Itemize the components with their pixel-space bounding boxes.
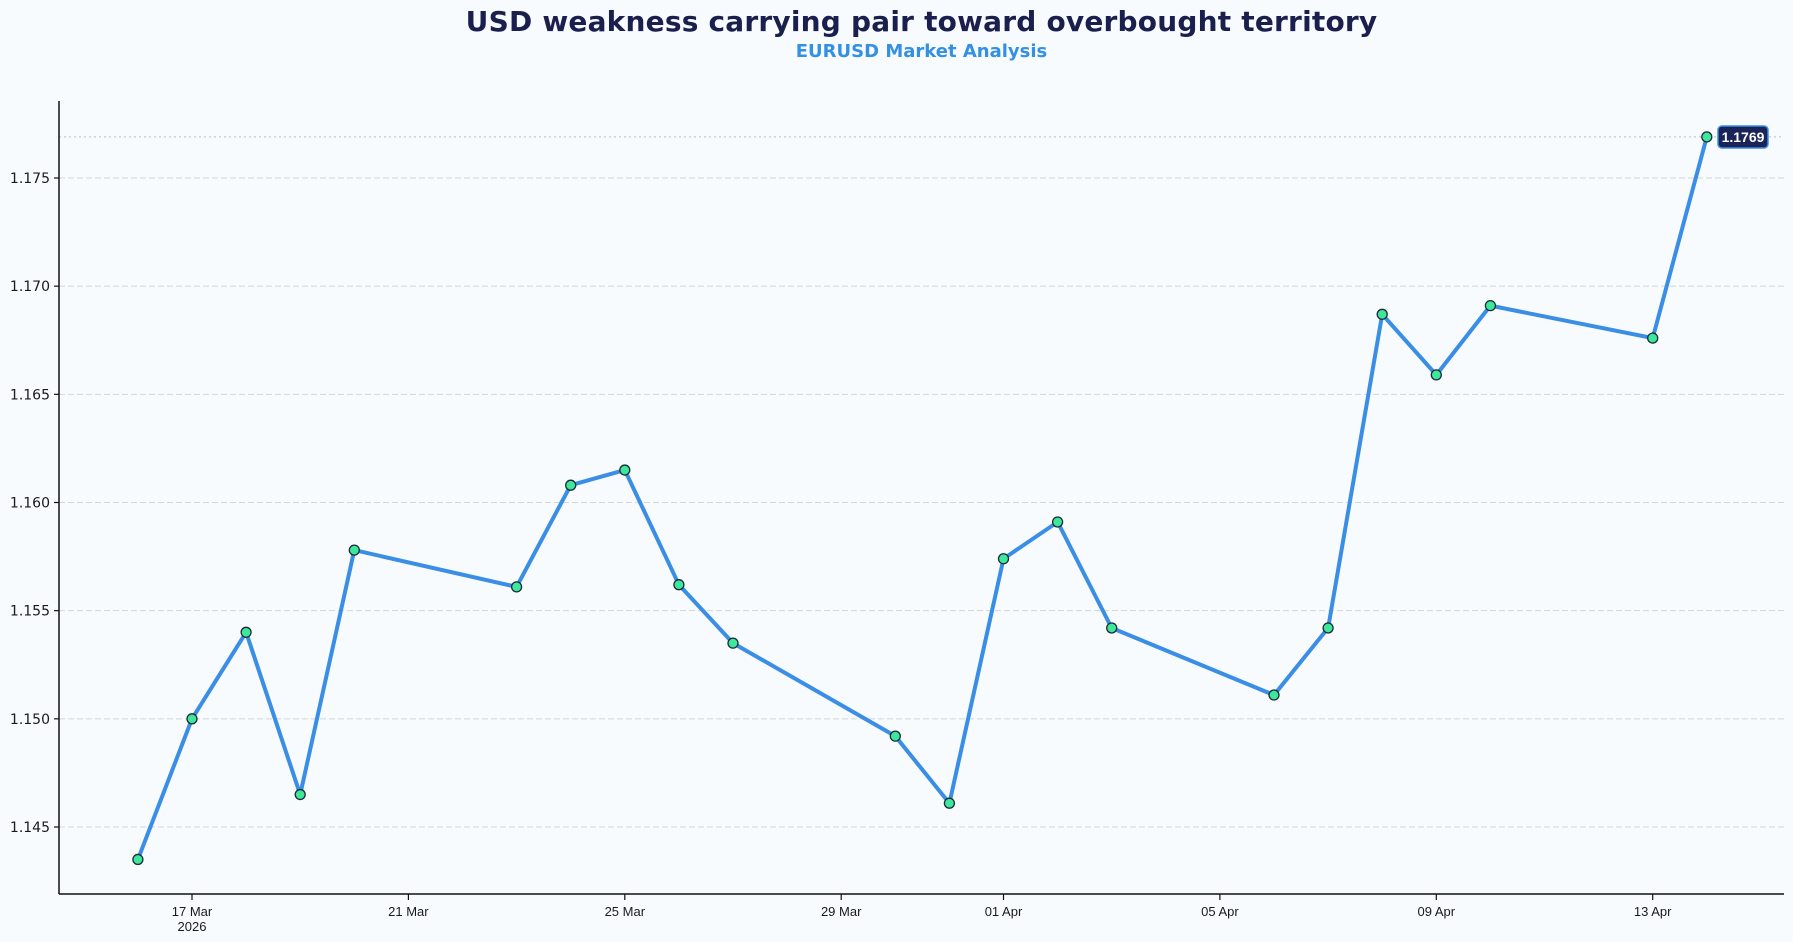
y-tick-label: 1.145 [10, 820, 50, 836]
x-tick-label: 13 Apr [1634, 904, 1672, 919]
x-tick-label: 21 Mar [388, 904, 429, 919]
x-tick-label: 25 Mar [605, 904, 646, 919]
data-point-marker [727, 637, 739, 649]
data-point-marker [1484, 299, 1497, 312]
y-tick-label: 1.150 [10, 712, 50, 728]
data-point-marker [565, 479, 577, 491]
data-point-marker [1647, 332, 1659, 344]
data-point-marker [1376, 308, 1388, 320]
data-point-marker [132, 853, 144, 866]
last-value-text: 1.1769 [1722, 129, 1765, 145]
eurusd-price-line [135, 134, 1709, 862]
data-point-marker [1106, 622, 1118, 634]
data-point-marker [1268, 689, 1280, 701]
data-point-marker [1701, 131, 1713, 143]
data-point-marker [997, 553, 1010, 565]
data-point-marker [889, 730, 901, 742]
last-value-badge: 1.1769 [1717, 125, 1769, 149]
data-point-marker [1430, 369, 1442, 381]
data-point-marker [1051, 516, 1064, 528]
data-point-marker [943, 797, 956, 809]
x-tick-label: 09 Apr [1418, 904, 1456, 919]
data-point-marker [294, 788, 306, 801]
y-axis-ticks: 1.145 1.150 1.155 1.160 1.165 1.170 1.175 [10, 171, 59, 836]
x-tick-year-label: 2026 [178, 919, 207, 934]
data-point-marker [1322, 622, 1334, 634]
chart-subtitle: EURUSD Market Analysis [795, 41, 1048, 62]
x-tick-label: 29 Mar [821, 904, 862, 919]
data-point-marker [186, 713, 198, 725]
data-point-marker [348, 544, 360, 556]
y-tick-label: 1.170 [10, 279, 50, 295]
y-tick-label: 1.175 [10, 171, 50, 187]
data-point-marker [673, 579, 685, 591]
y-gridlines [59, 177, 1784, 828]
axes [58, 101, 1784, 895]
data-point-marker [240, 626, 252, 638]
data-point-marker [619, 464, 631, 476]
data-point-markers [132, 131, 1713, 866]
x-tick-label: 17 Mar [172, 904, 213, 919]
y-tick-label: 1.155 [10, 604, 50, 620]
chart-title: USD weakness carrying pair toward overbo… [465, 5, 1378, 38]
data-point-marker [510, 581, 523, 593]
y-tick-label: 1.160 [10, 496, 50, 512]
x-tick-label: 01 Apr [985, 904, 1023, 919]
y-tick-label: 1.165 [10, 387, 50, 403]
x-tick-label: 05 Apr [1201, 904, 1239, 919]
